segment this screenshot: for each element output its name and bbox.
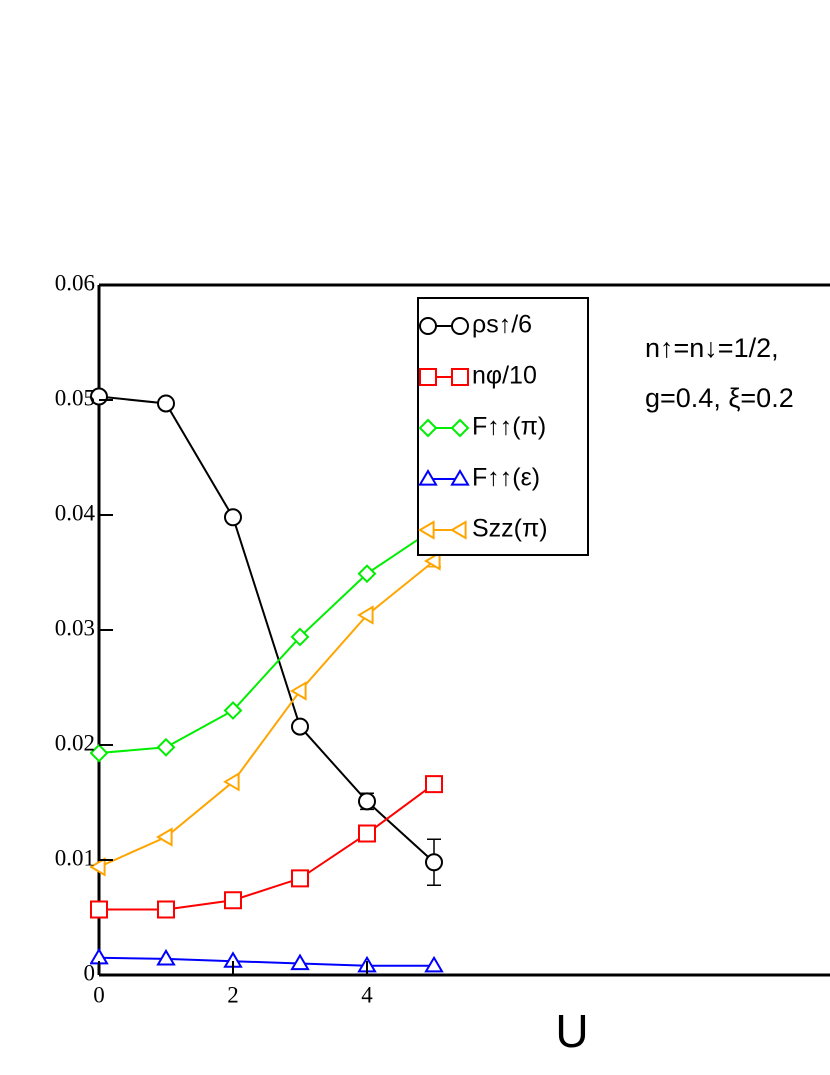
marker [358,792,376,811]
y-tick-label: 0 [84,960,96,985]
y-tick-label: 0.04 [55,500,96,525]
series-line [98,956,434,967]
marker [450,469,470,486]
marker [223,701,243,720]
x-tick-label: 0 [93,982,105,1007]
marker [450,418,470,438]
marker [157,394,175,413]
marker [290,627,310,647]
y-tick-label: 0.03 [55,615,95,640]
y-tick-label: 0.02 [55,730,95,755]
legend-label: Szz(π) [472,515,548,543]
annotation: g=0.4, ξ=0.2 [645,383,794,413]
x-tick-label: 2 [227,982,239,1007]
y-tick-label: 0.05 [55,385,95,410]
legend-label: nφ/10 [472,362,537,390]
marker [451,317,469,335]
marker [424,955,444,973]
marker [425,775,443,794]
legend-label: ρs↑/6 [472,311,532,339]
marker [419,317,437,335]
marker [224,508,242,527]
series-line [98,527,435,755]
legend [417,297,589,556]
marker [290,953,310,971]
marker [357,564,377,584]
marker [418,418,438,438]
marker [156,737,176,757]
marker [419,368,437,386]
marker [223,772,240,792]
marker [358,824,376,843]
series-line [98,560,435,868]
x-tick-label: 4 [361,982,373,1007]
legend-label: F↑↑(π) [472,413,546,441]
marker [418,520,435,540]
x-axis-label: U [555,1005,588,1057]
legend-label: F↑↑(ε) [472,464,540,492]
marker [451,368,469,386]
marker [418,469,438,486]
y-tick-label: 0.01 [55,845,95,870]
marker [290,681,307,701]
marker [291,717,309,736]
marker [90,743,109,763]
marker [156,827,173,847]
plot-area [90,387,444,973]
marker [424,551,441,571]
marker [90,857,106,877]
marker [224,891,242,910]
marker [156,948,176,966]
y-tick-label: 0.06 [55,270,95,295]
marker [425,853,443,872]
marker [450,520,467,540]
marker [90,900,108,919]
marker [357,605,374,625]
series-line [99,783,435,911]
marker [157,900,175,919]
series-line [98,395,435,864]
marker [291,869,309,888]
annotation: n↑=n↓=1/2, [645,333,779,363]
